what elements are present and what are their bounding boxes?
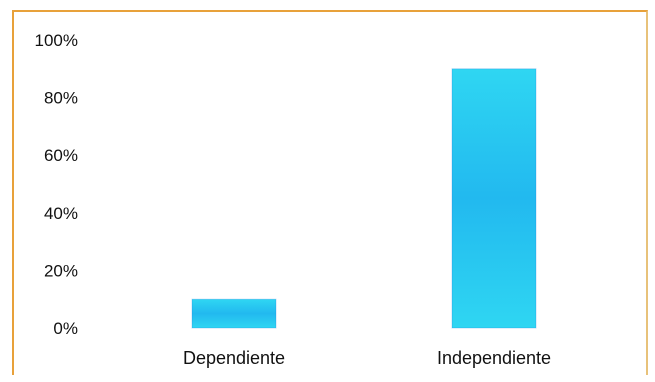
x-tick-label: Dependiente [183,348,285,368]
chart-frame [12,10,648,375]
y-tick-label: 100% [35,31,78,50]
bar-dependiente [191,298,277,329]
x-tick-label: Independiente [437,348,551,368]
y-tick-label: 40% [44,204,78,223]
y-axis-ticks: 0% 20% 40% 60% 80% 100% [35,31,78,338]
y-tick-label: 20% [44,261,78,280]
y-tick-label: 80% [44,89,78,108]
x-axis-labels: Dependiente Independiente [183,348,551,368]
y-tick-label: 0% [53,319,78,338]
bars [191,68,537,329]
bar-independiente [451,68,537,329]
y-tick-label: 60% [44,146,78,165]
